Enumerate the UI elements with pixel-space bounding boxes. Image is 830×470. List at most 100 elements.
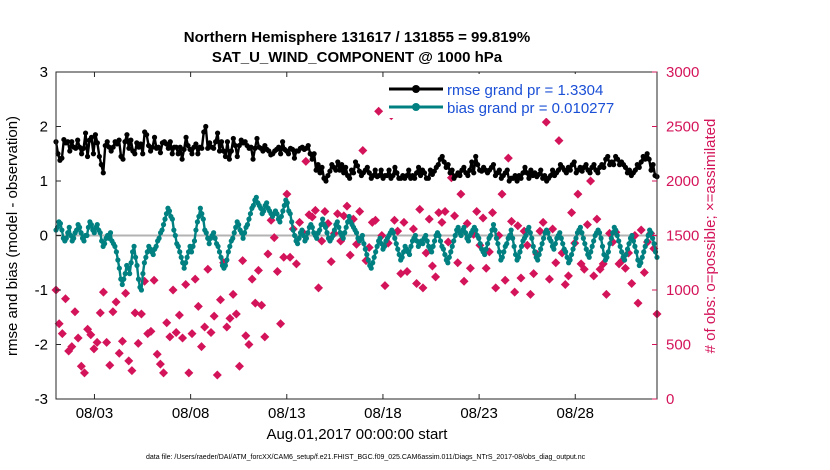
rmse-point xyxy=(90,151,97,157)
obs-marker xyxy=(272,266,282,276)
bias-point xyxy=(215,243,221,249)
obs-marker xyxy=(260,332,270,342)
bias-point xyxy=(199,211,205,217)
rmse-point xyxy=(122,139,128,145)
rmse-point xyxy=(82,130,89,136)
rmse-point xyxy=(435,162,441,168)
rmse-point xyxy=(100,170,106,176)
rmse-point xyxy=(347,175,353,181)
obs-marker xyxy=(276,319,286,329)
bias-point xyxy=(336,224,342,230)
obs-marker xyxy=(79,368,89,378)
rmse-point xyxy=(224,139,231,145)
y-tick-label: 3 xyxy=(40,64,48,81)
obs-marker xyxy=(301,156,311,166)
bias-point xyxy=(172,232,178,239)
y-axis-right-label: # of obs: o=possible; ×=assimilated xyxy=(702,119,719,354)
obs-marker xyxy=(538,217,548,227)
rmse-point xyxy=(185,142,191,149)
bias-point xyxy=(222,262,228,269)
y-axis-left: -3 -2 -1 0 1 2 3 xyxy=(35,64,61,408)
rmse-point xyxy=(366,170,372,176)
bias-point xyxy=(399,254,405,260)
rmse-point xyxy=(421,170,428,176)
bias-point xyxy=(370,260,376,266)
bias-point xyxy=(162,216,168,222)
obs-marker xyxy=(92,337,102,347)
rmse-point xyxy=(195,151,201,157)
bias-point xyxy=(492,227,498,233)
obs-marker xyxy=(456,189,466,199)
bias-point xyxy=(591,238,597,244)
bias-point xyxy=(538,246,544,252)
rmse-point xyxy=(406,167,412,173)
bias-point xyxy=(633,249,639,255)
obs-marker xyxy=(95,308,105,318)
rmse-point xyxy=(140,151,146,157)
y-tick-label: -2 xyxy=(35,337,48,354)
rmse-point xyxy=(183,134,189,140)
legend-bias-marker xyxy=(412,103,420,111)
obs-marker xyxy=(193,301,203,311)
obs-marker xyxy=(582,220,592,230)
rmse-point xyxy=(479,168,485,174)
rmse-point xyxy=(132,151,138,157)
bias-point xyxy=(365,257,371,263)
obs-marker xyxy=(500,275,510,285)
bias-point xyxy=(140,271,146,277)
bias-point xyxy=(97,230,103,236)
rmse-point xyxy=(327,168,333,174)
obs-marker xyxy=(162,318,172,328)
rmse-point xyxy=(285,151,292,157)
bias-point xyxy=(294,241,301,247)
obs-marker xyxy=(174,310,184,320)
rmse-point xyxy=(412,175,418,181)
bias-point xyxy=(580,235,586,241)
bias-point xyxy=(452,232,458,239)
bias-point xyxy=(314,235,320,241)
obs-marker xyxy=(639,268,649,278)
y-tick-label: 0 xyxy=(40,228,48,245)
rmse-point xyxy=(414,170,420,176)
bias-point xyxy=(490,222,497,228)
rmse-point xyxy=(84,153,91,160)
bias-point xyxy=(362,246,368,252)
bias-point xyxy=(364,251,370,258)
rmse-point xyxy=(490,162,497,168)
rmse-point xyxy=(254,135,260,142)
obs-marker xyxy=(89,344,99,354)
obs-marker xyxy=(124,356,134,366)
obs-marker xyxy=(491,283,501,293)
rmse-point xyxy=(205,145,211,151)
bias-point xyxy=(604,254,610,260)
rmse-point xyxy=(532,170,538,176)
obs-marker xyxy=(269,233,279,243)
rmse-point xyxy=(471,170,477,176)
obs-marker xyxy=(345,250,355,260)
obs-marker xyxy=(402,266,412,276)
obs-marker xyxy=(57,329,67,339)
rmse-point xyxy=(213,139,219,145)
bias-point xyxy=(455,224,461,230)
bias-point xyxy=(178,254,184,260)
obs-marker xyxy=(206,328,216,338)
rmse-point xyxy=(315,162,321,168)
bias-point xyxy=(579,230,585,236)
bias-point xyxy=(536,251,542,258)
bias-point xyxy=(274,211,280,217)
bias-point xyxy=(218,254,224,260)
bias-point xyxy=(557,230,563,236)
bias-point xyxy=(570,246,576,252)
obs-marker xyxy=(503,153,513,163)
obs-marker xyxy=(541,117,551,127)
obs-marker xyxy=(636,225,646,235)
rmse-point xyxy=(151,134,158,140)
rmse-point xyxy=(549,167,556,173)
bias-point xyxy=(340,235,346,241)
rmse-point xyxy=(69,139,75,145)
bias-point xyxy=(129,249,136,255)
rmse-point xyxy=(350,170,357,176)
bias-point xyxy=(112,243,118,249)
bias-point xyxy=(529,235,535,241)
bias-point xyxy=(113,249,119,255)
